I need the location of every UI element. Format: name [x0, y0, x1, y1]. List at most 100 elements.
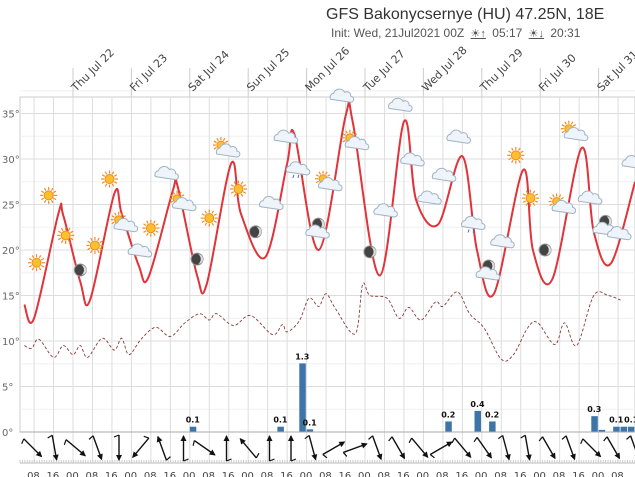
wind-barb: [88, 435, 94, 440]
wind-head: [361, 442, 368, 449]
wind-head: [79, 450, 86, 457]
sun-ray: [230, 184, 235, 187]
sun-ray: [87, 240, 91, 244]
cloud-shape: [388, 97, 413, 112]
sun-ray: [532, 190, 536, 194]
dewpoint-line: [24, 282, 621, 362]
hour-label: 16: [222, 471, 235, 477]
sun-ray: [345, 130, 348, 134]
sun-ray: [67, 227, 71, 231]
precip-bar: [277, 426, 284, 432]
wind-barb: [520, 434, 526, 439]
sun-disc: [43, 190, 54, 201]
sun-disc: [60, 230, 71, 241]
day-label: Thu Jul 29: [477, 46, 526, 95]
wind-arrow-icon: [408, 437, 429, 458]
sun-ray: [204, 210, 208, 214]
sun-icon: [40, 186, 58, 204]
sun-ray: [153, 220, 156, 224]
wind-head: [209, 449, 216, 456]
wind-arrow-icon: [21, 438, 43, 458]
precip-bar: [598, 429, 606, 432]
cloud-shape: [400, 152, 425, 167]
wind-barb: [451, 437, 456, 444]
wind-arrow-icon: [429, 441, 453, 459]
hour-label: 16: [572, 471, 585, 477]
day-label: Thu Jul 22: [68, 46, 117, 95]
precip-label: 0.1: [609, 416, 624, 425]
wind-arrow-icon: [223, 435, 232, 462]
wind-arrow-icon: [451, 437, 472, 458]
sun-ray: [213, 220, 217, 223]
wind-head: [549, 452, 556, 460]
precip-label: 0.1: [303, 418, 318, 427]
wind-barb: [388, 436, 393, 442]
sun-ray: [70, 230, 74, 234]
hour-label: 16: [339, 471, 352, 477]
hour-label: 08: [319, 471, 332, 477]
sunset-time: 20:31: [550, 26, 581, 40]
hour-label: 08: [85, 471, 98, 477]
precip-bar: [306, 429, 314, 432]
cloud-icon: [329, 88, 355, 103]
moon-crescent: [319, 219, 325, 230]
moon-icon: [249, 225, 262, 239]
sun-ray: [58, 237, 62, 241]
precip-label: 0.1: [186, 416, 201, 425]
sun-icon: [101, 170, 118, 188]
wind-shaft: [629, 435, 635, 460]
sun-ray: [114, 212, 117, 216]
hour-label: 00: [124, 471, 137, 477]
cloud-shape: [344, 136, 370, 151]
cloud-icon: [431, 167, 457, 182]
precip-label: 0.1: [273, 416, 288, 425]
sun-ray: [60, 239, 64, 244]
wind-arrow-icon: [266, 435, 275, 462]
y-tick-label: 5°: [2, 383, 13, 394]
cloud-shape: [273, 129, 299, 144]
sun-ray: [155, 230, 159, 233]
sun-ray: [240, 193, 244, 197]
wind-head: [504, 453, 511, 461]
wind-head: [486, 452, 492, 459]
sun-icon: [521, 189, 539, 207]
wind-head: [338, 441, 346, 448]
cloud-shape: [563, 127, 589, 142]
sun-ray: [97, 237, 100, 241]
moon-crescent: [606, 216, 612, 227]
sun-ray: [172, 191, 176, 195]
sun-ray: [101, 181, 106, 184]
sun-ray: [233, 181, 237, 185]
sun-ray: [522, 193, 527, 196]
precip-label: 1.3: [295, 352, 309, 361]
precip-label: 0.2: [485, 410, 499, 419]
sun-ray: [143, 230, 147, 233]
wind-barb: [580, 438, 584, 444]
sun-ray: [560, 196, 564, 200]
sun-ray: [28, 257, 33, 261]
cloud-shape: [490, 234, 515, 249]
wind-arrow-icon: [368, 435, 383, 461]
wind-head: [239, 438, 246, 445]
wind-arrow-icon: [47, 434, 59, 461]
hour-label: 00: [592, 471, 605, 477]
sun-ray: [213, 140, 217, 144]
wind-head: [465, 451, 472, 458]
wind-barb: [226, 458, 232, 462]
sun-ray: [549, 196, 553, 200]
moon-crescent: [81, 265, 87, 276]
wind-barb: [63, 439, 67, 445]
sun-ray: [146, 232, 149, 236]
sun-ray: [181, 194, 185, 197]
sun-ray: [111, 215, 115, 218]
sun-ray: [520, 157, 524, 161]
wind-arrow-icon: [180, 435, 189, 462]
sun-disc: [104, 174, 115, 185]
sun-ray: [561, 124, 565, 127]
wind-barb: [322, 454, 328, 459]
cloud-shape: [259, 196, 284, 211]
hour-label: 16: [455, 471, 468, 477]
sun-icon: [28, 254, 45, 272]
sun-ray: [58, 230, 62, 234]
